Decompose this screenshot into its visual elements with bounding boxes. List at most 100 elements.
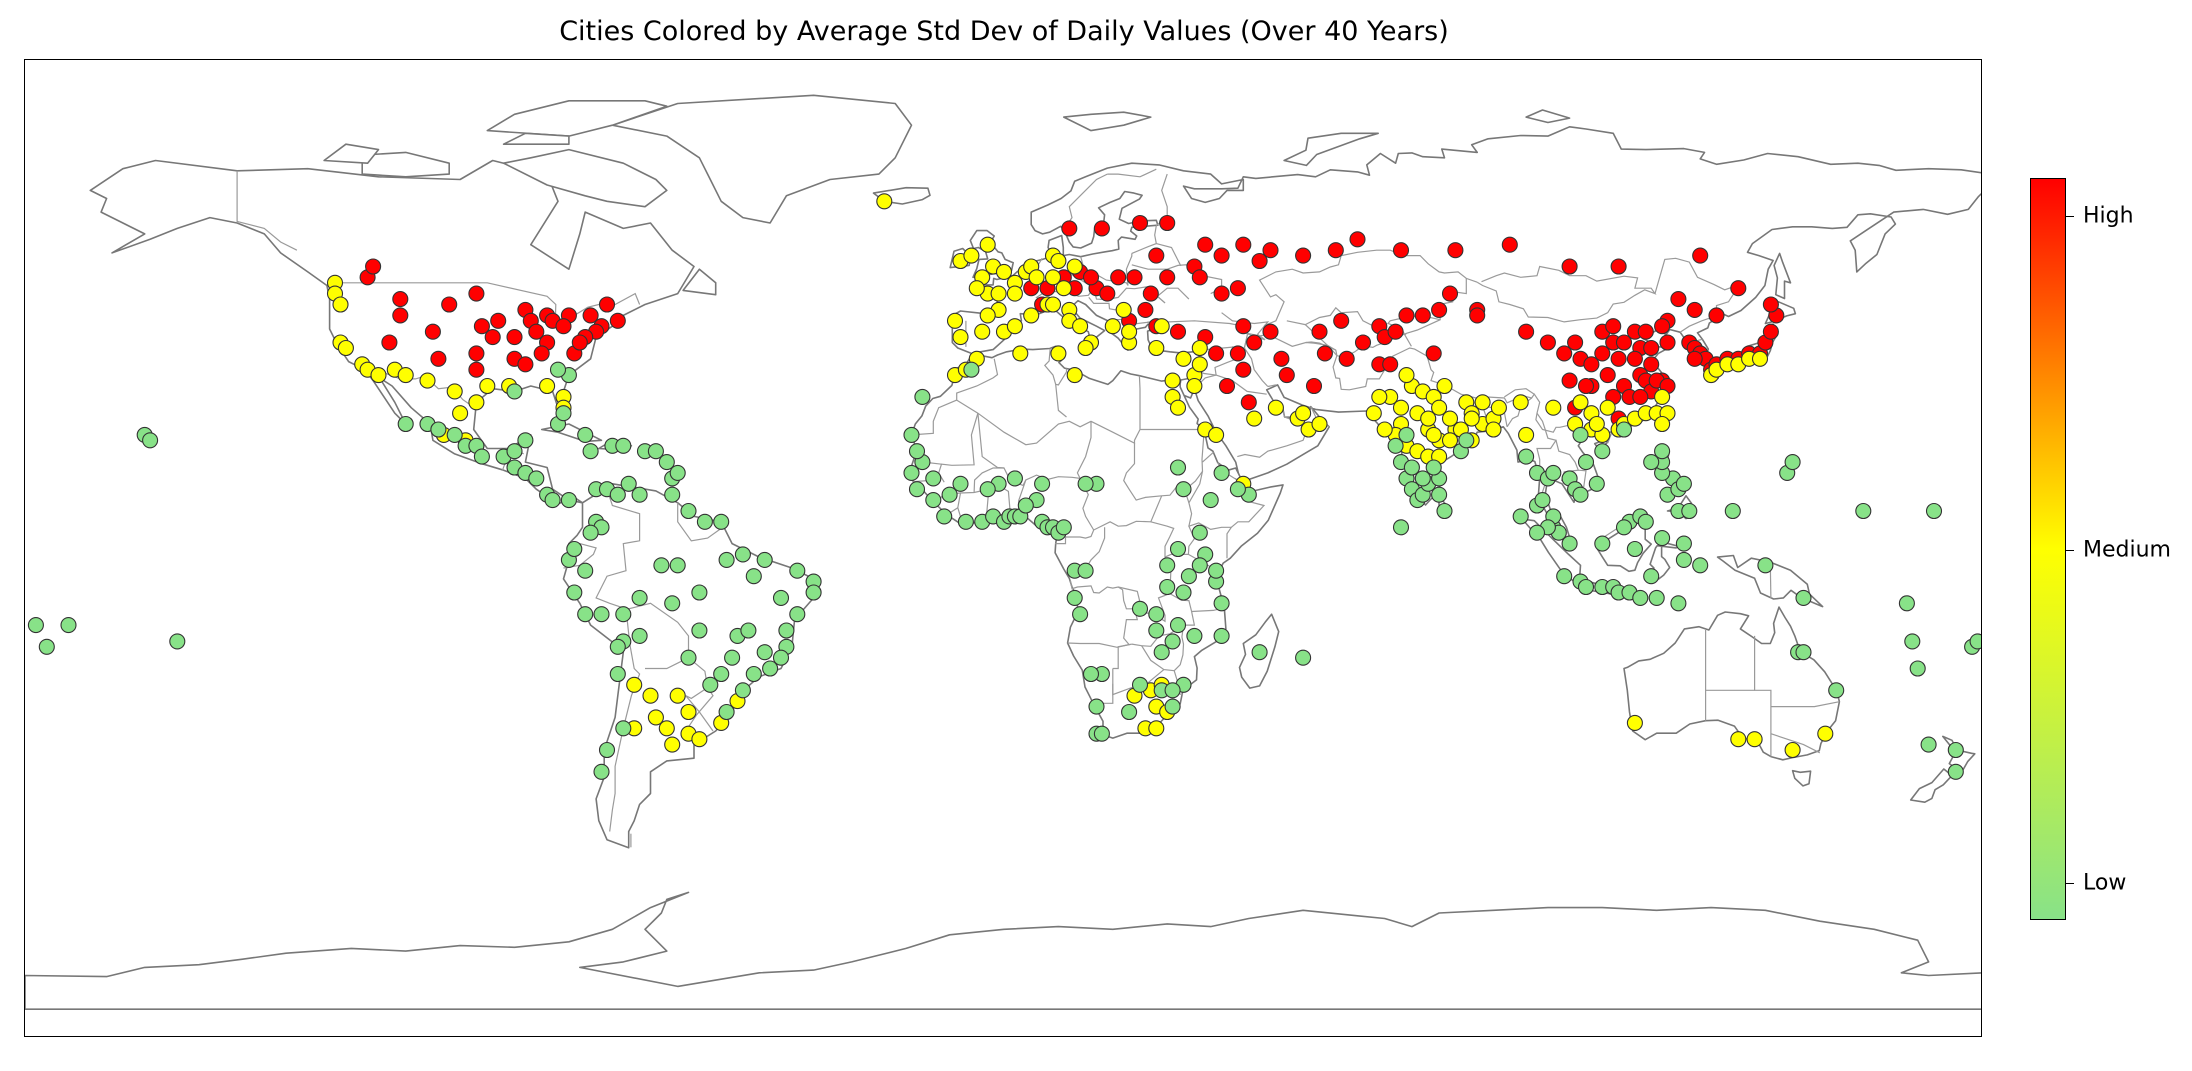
- city-point-medium: [1365, 405, 1382, 422]
- city-point-low: [1169, 617, 1187, 634]
- country-border: [1654, 257, 1740, 319]
- city-point-medium: [626, 676, 643, 693]
- city-point-low: [908, 481, 926, 498]
- city-point-medium: [1208, 426, 1225, 443]
- world-map: [25, 94, 1981, 1010]
- city-point-low: [1251, 644, 1268, 661]
- city-point-high: [1414, 307, 1431, 324]
- city-point-high: [1659, 334, 1676, 351]
- city-point-high: [1686, 350, 1703, 367]
- country-border: [628, 602, 690, 670]
- city-point-high: [1637, 323, 1654, 340]
- city-point-low: [1577, 454, 1595, 471]
- city-point-high: [1730, 280, 1747, 297]
- country-border: [1770, 701, 1840, 708]
- city-point-medium: [946, 312, 964, 329]
- city-point-high: [392, 291, 409, 308]
- city-point-low: [1431, 486, 1448, 503]
- city-point-low: [1528, 524, 1546, 541]
- city-point-medium: [974, 323, 991, 340]
- city-point-low: [566, 540, 583, 558]
- city-point-low: [1855, 502, 1872, 520]
- city-point-medium: [419, 372, 436, 389]
- city-point-high: [1229, 345, 1246, 362]
- country-border: [1754, 635, 1772, 757]
- city-point-high: [1251, 252, 1268, 270]
- city-point-medium: [979, 307, 996, 324]
- country-border: [1003, 488, 1012, 516]
- city-point-medium: [1246, 410, 1263, 427]
- city-point-low: [27, 617, 44, 634]
- country-border: [1243, 333, 1269, 387]
- city-point-high: [1273, 350, 1290, 367]
- city-point-medium: [680, 703, 697, 721]
- city-point-low: [506, 443, 523, 460]
- country-border: [236, 170, 298, 251]
- city-point-high: [1262, 323, 1279, 340]
- landmass-north-america: [89, 159, 695, 505]
- city-point-medium: [1485, 421, 1502, 438]
- city-point-low: [1675, 535, 1692, 552]
- city-point-low: [718, 551, 735, 568]
- city-point-low: [1414, 470, 1431, 487]
- city-point-medium: [1463, 410, 1480, 427]
- city-point-low: [1675, 475, 1692, 492]
- map-title: Cities Colored by Average Std Dev of Dai…: [559, 16, 1449, 47]
- city-point-medium: [446, 383, 463, 400]
- city-point-low: [1175, 584, 1192, 601]
- city-point-medium: [1654, 388, 1671, 405]
- city-point-high: [609, 312, 626, 329]
- city-point-low: [1213, 627, 1230, 644]
- city-point-medium: [1044, 296, 1062, 313]
- city-point-high: [1295, 247, 1312, 264]
- city-point-medium: [1006, 285, 1023, 302]
- city-point-low: [1615, 421, 1633, 438]
- city-point-high: [1605, 318, 1622, 335]
- city-point-low: [1637, 513, 1654, 530]
- city-point-medium: [479, 377, 496, 395]
- city-point-medium: [337, 339, 354, 357]
- city-point-low: [664, 486, 681, 503]
- city-point-medium: [370, 367, 387, 384]
- city-point-low: [1670, 595, 1687, 612]
- city-point-high: [1213, 285, 1230, 302]
- city-point-low: [430, 421, 447, 438]
- city-point-medium: [995, 263, 1013, 280]
- city-point-high: [1431, 301, 1448, 318]
- city-point-medium: [1588, 415, 1605, 433]
- city-point-high: [1539, 334, 1556, 351]
- city-point-high: [1615, 334, 1633, 351]
- colorbar-label-high: High: [2083, 203, 2134, 229]
- city-point-low: [1159, 557, 1176, 574]
- city-point-low: [669, 557, 686, 574]
- city-point-high: [1708, 307, 1725, 324]
- country-border: [1202, 451, 1214, 463]
- country-border: [1247, 332, 1592, 433]
- city-point-medium: [1751, 350, 1769, 367]
- city-point-low: [1164, 633, 1181, 650]
- city-point-high: [1213, 247, 1230, 264]
- city-point-high: [1235, 236, 1252, 253]
- city-point-low: [1654, 443, 1671, 460]
- city-point-medium: [1311, 415, 1328, 433]
- city-point-low: [1588, 475, 1605, 492]
- city-point-medium: [642, 687, 659, 704]
- city-point-medium: [669, 687, 686, 704]
- landmass-sakhalin: [1773, 252, 1792, 300]
- city-point-medium: [1055, 280, 1072, 297]
- city-point-medium: [664, 736, 681, 753]
- city-point-low: [446, 426, 463, 443]
- city-point-medium: [1115, 301, 1132, 318]
- city-point-low: [762, 660, 779, 677]
- city-point-low: [38, 638, 55, 655]
- city-point-high: [1610, 350, 1627, 367]
- city-point-low: [963, 361, 980, 378]
- city-point-high: [1387, 323, 1404, 340]
- city-point-low: [691, 622, 708, 639]
- city-point-high: [1338, 350, 1355, 367]
- city-point-medium: [468, 394, 485, 411]
- city-point-medium: [1186, 377, 1203, 395]
- city-point-high: [430, 350, 447, 367]
- city-point-high: [1632, 388, 1649, 405]
- city-point-low: [1643, 454, 1660, 471]
